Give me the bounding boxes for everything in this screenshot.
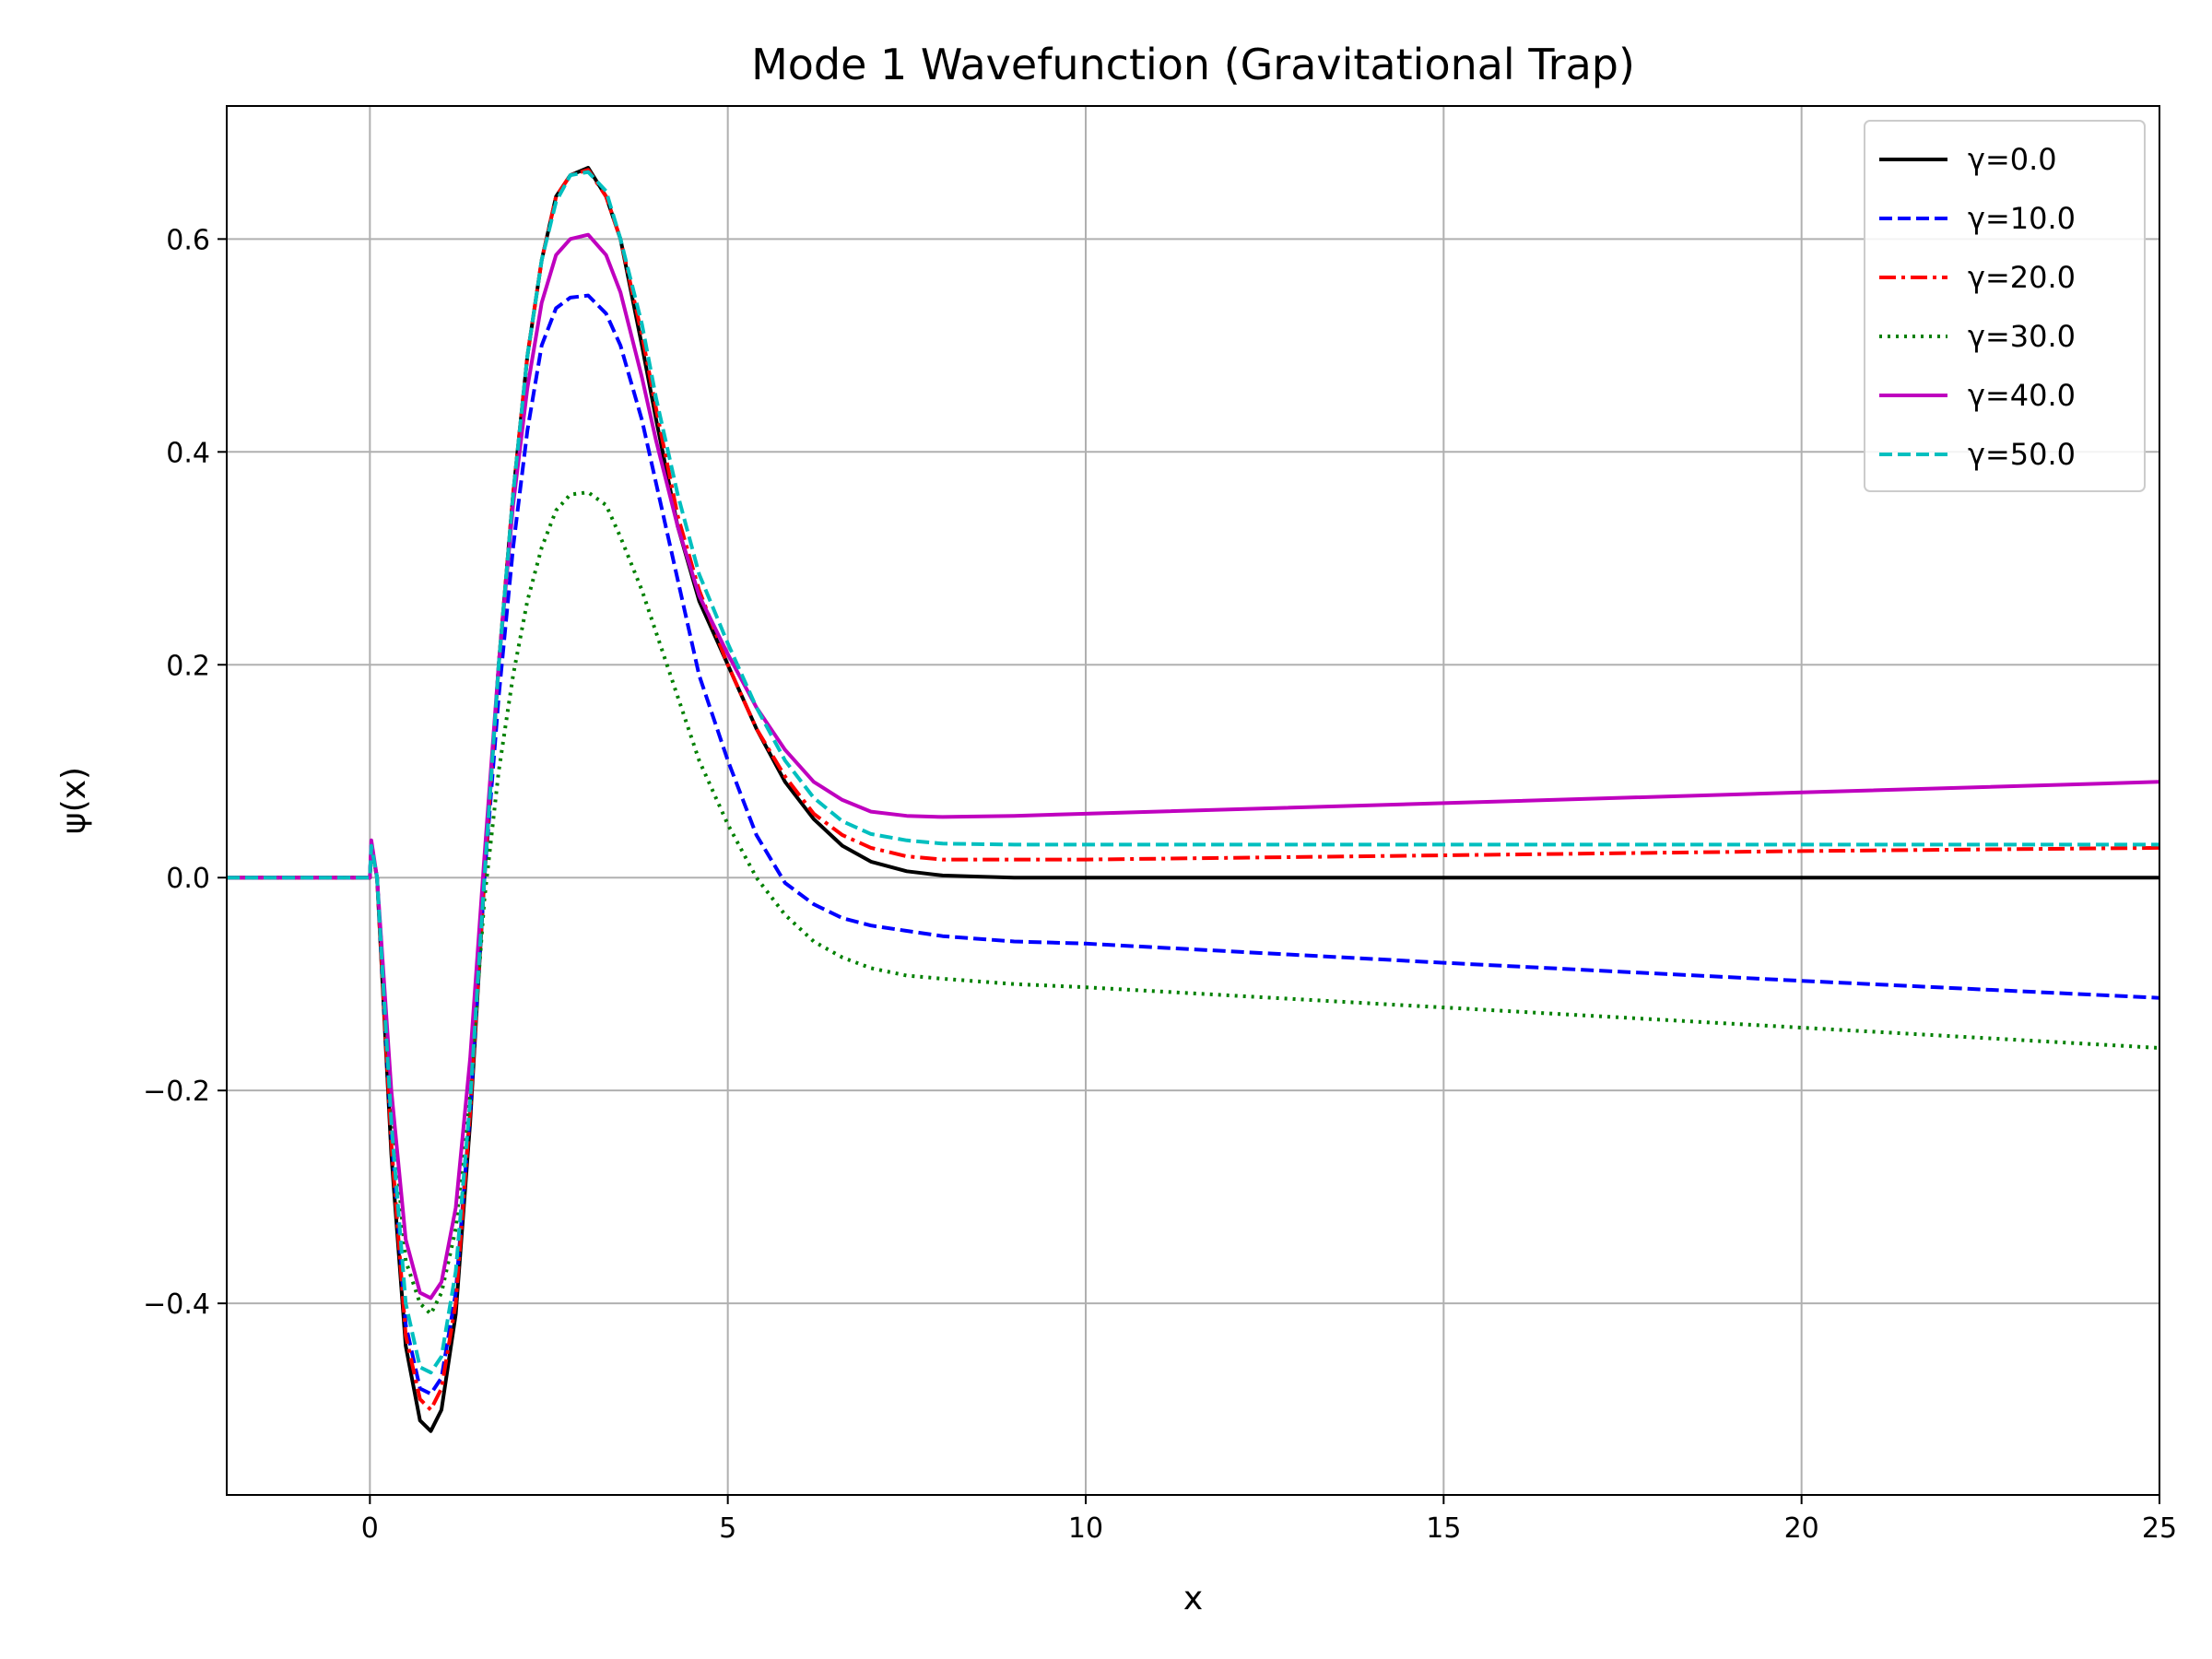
x-tick-label: 0 <box>361 1512 379 1545</box>
series-line-5 <box>227 170 2159 1375</box>
y-tick-label: 0.2 <box>166 650 210 682</box>
plot-frame <box>226 105 2160 1496</box>
series-layer <box>227 166 2159 1433</box>
x-tick-label: 10 <box>1068 1512 1103 1545</box>
x-tick-label: 5 <box>719 1512 736 1545</box>
x-tick-label: 15 <box>1426 1512 1461 1545</box>
y-tick-label: 0.6 <box>166 224 210 256</box>
y-tick-label: 0.0 <box>166 863 210 895</box>
y-tick-label: 0.4 <box>166 437 210 469</box>
series-line-3 <box>227 490 2159 1316</box>
y-tick-label: −0.4 <box>143 1288 210 1321</box>
x-tick-label: 25 <box>2142 1512 2177 1545</box>
y-tick-label: −0.2 <box>143 1076 210 1108</box>
legend-entry-4: γ=40.0 <box>1968 378 2076 413</box>
legend-entry-2: γ=20.0 <box>1968 260 2076 295</box>
series-line-1 <box>227 293 2159 1396</box>
x-axis-label: x <box>1183 1580 1203 1618</box>
series-line-4 <box>227 232 2159 1300</box>
x-tick-label: 20 <box>1784 1512 1819 1545</box>
chart-title: Mode 1 Wavefunction (Gravitational Trap) <box>751 40 1635 89</box>
plot-area <box>227 106 2159 1495</box>
y-axis-label: ψ(x) <box>55 767 93 834</box>
legend-entry-0: γ=0.0 <box>1968 142 2057 177</box>
legend-entry-3: γ=30.0 <box>1968 319 2076 354</box>
legend: γ=0.0 γ=10.0 γ=20.0 γ=30.0 γ=40.0 γ=50.0 <box>1864 120 2146 492</box>
axis-ticks: 0 5 10 15 20 25 −0.4 −0.2 0.0 0.2 0.4 0.6 <box>143 224 2177 1545</box>
legend-entry-5: γ=50.0 <box>1968 437 2076 472</box>
legend-box <box>1864 120 2146 492</box>
legend-entry-1: γ=10.0 <box>1968 201 2076 236</box>
